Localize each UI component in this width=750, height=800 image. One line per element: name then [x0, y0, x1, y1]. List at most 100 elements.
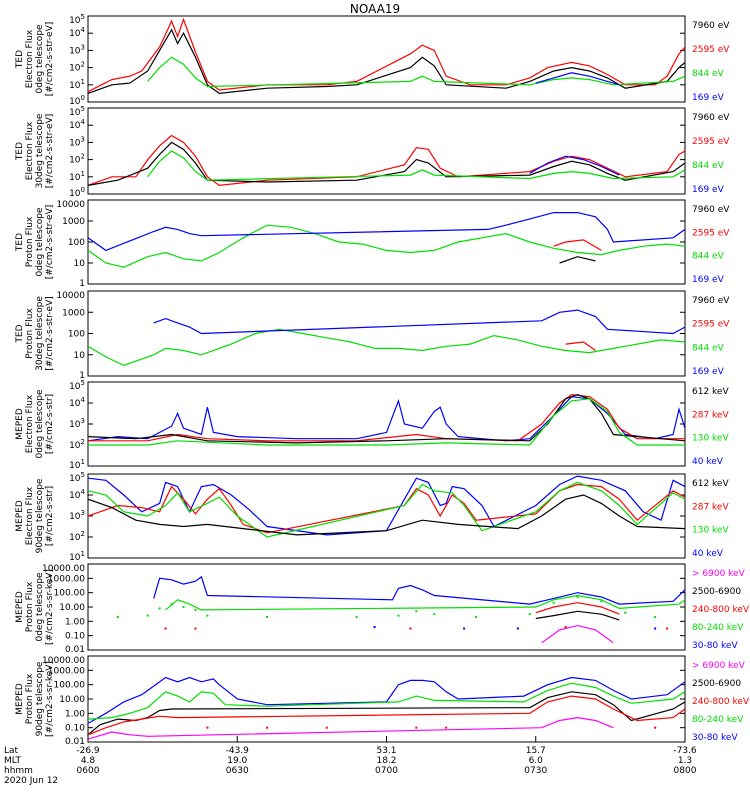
legend-entry: 7960 eV: [692, 113, 730, 123]
series-group: [88, 676, 685, 740]
y-tick-label: 10.00: [59, 603, 85, 613]
legend-entry: 80-240 keV: [692, 623, 744, 633]
legend-entry: 7960 eV: [692, 296, 730, 306]
data-point: [88, 616, 89, 619]
legend-entry: 130 keV: [692, 526, 729, 536]
panel-6: 101 102 103 104 105 MEPEDElectron Flux90deg t…: [15, 471, 729, 563]
x-tick-lat: -43.9: [226, 746, 250, 756]
legend-entry: 2500-6900: [692, 679, 741, 689]
series-line-black: [88, 393, 685, 444]
x-tick-mlt: 18.2: [376, 756, 396, 766]
x-tick-time: 0630: [226, 766, 249, 776]
y-tick-label: 102: [69, 61, 85, 74]
data-point: [600, 600, 603, 603]
x-row-label: MLT: [4, 756, 22, 766]
series-line-magenta: [541, 624, 614, 644]
y-tick-label: 101: [69, 170, 85, 183]
legend-entry: 2595 eV: [692, 137, 730, 147]
panel-frame: [87, 290, 686, 377]
y-tick-label: 10.00: [59, 695, 85, 705]
series-line-green: [88, 224, 685, 268]
data-point: [164, 627, 167, 630]
series-line-green: [88, 481, 685, 538]
series-line-black: [88, 28, 685, 95]
series-group: [88, 575, 685, 644]
legend-entry: 169 eV: [692, 185, 725, 195]
data-point: [415, 726, 418, 729]
y-tick-label: 103: [69, 417, 85, 430]
series-line-green: [147, 150, 685, 181]
y-tick-label: 105: [69, 13, 85, 26]
series-group: [88, 17, 685, 95]
y-axis-label: MEPEDProton Flux0deg telescope[#/cm2-s-s…: [15, 569, 55, 645]
data-point: [397, 614, 400, 617]
legend-entry: 40 keV: [692, 457, 724, 467]
panel-5: 101 102 103 104 105 MEPEDElectron Flux0deg te…: [15, 379, 729, 471]
y-tick-label: 103: [69, 509, 85, 522]
series-line-blue: [153, 575, 685, 605]
y-axis-label: TEDElectron Flux0deg telescope[#/cm2-s-s…: [15, 22, 55, 97]
y-tick-label: 10000: [56, 200, 85, 210]
x-tick-mlt: 1.3: [678, 756, 692, 766]
y-axis-label: TEDProton Flux0deg telescope[#/cm2-s-str…: [15, 205, 55, 280]
series-line-magenta: [88, 716, 614, 740]
data-point: [116, 616, 119, 619]
legend-entry: 40 keV: [692, 549, 724, 559]
data-point: [182, 606, 185, 608]
y-tick-label: 0.10: [65, 724, 85, 734]
data-point: [528, 613, 531, 616]
series-line-red: [553, 239, 602, 251]
series-line-green: [88, 398, 685, 446]
panel-frame: [87, 381, 686, 467]
data-point: [266, 616, 269, 619]
data-point: [433, 613, 436, 616]
y-tick-label: 10000: [56, 291, 85, 301]
legend-entry: 612 keV: [692, 387, 729, 397]
y-tick-label: 104: [69, 118, 85, 131]
legend-entry: > 6900 keV: [692, 569, 746, 579]
x-tick-lat: -26.9: [76, 746, 100, 756]
data-point: [624, 611, 627, 614]
y-tick-label: 102: [69, 438, 85, 451]
y-tick-label: 100.00: [54, 681, 86, 691]
legend-entry: 844 eV: [692, 343, 725, 353]
data-point: [463, 627, 466, 630]
x-tick-time: 0730: [524, 766, 547, 776]
y-tick-label: 10000.00: [42, 656, 85, 666]
y-axis-label: TEDProton Flux30deg telescope[#/cm2-s-st…: [15, 296, 55, 371]
series-group: [88, 309, 685, 367]
data-point: [206, 726, 209, 729]
x-tick-lat: -73.6: [673, 746, 697, 756]
series-line-blue: [88, 676, 685, 724]
series-line-red: [88, 134, 685, 187]
y-tick-label: 100: [68, 238, 85, 248]
y-axis-label: MEPEDElectron Flux90deg telescope[#/cm2-…: [15, 478, 55, 553]
legend-entry: 130 keV: [692, 434, 729, 444]
legend-entry: 844 eV: [692, 69, 725, 79]
legend-entry: 240-800 keV: [692, 697, 750, 707]
y-tick-label: 101: [69, 550, 85, 563]
series-line-black: [88, 691, 685, 736]
x-tick-lat: 53.1: [376, 746, 396, 756]
y-tick-label: 102: [69, 530, 85, 543]
y-tick-label: 104: [69, 396, 85, 409]
y-axis-label: TEDElectron Flux30deg telescope[#/cm2-s-…: [15, 113, 55, 188]
legend-entry: 287 keV: [692, 502, 729, 512]
series-group: [88, 393, 685, 446]
y-tick-label: 1.00: [65, 617, 85, 627]
legend-entry: 169 eV: [692, 93, 725, 103]
y-tick-label: 0.01: [65, 737, 85, 747]
y-tick-label: 1000.00: [48, 666, 85, 676]
data-point: [158, 607, 161, 610]
series-line-blue: [88, 396, 685, 442]
data-point: [654, 627, 657, 630]
y-tick-label: 102: [69, 153, 85, 166]
data-point: [146, 614, 149, 617]
series-line-green: [88, 682, 685, 720]
y-tick-label: 104: [69, 26, 85, 39]
data-point: [654, 726, 657, 729]
x-tick-mlt: 4.8: [81, 756, 96, 766]
data-point: [194, 608, 197, 611]
